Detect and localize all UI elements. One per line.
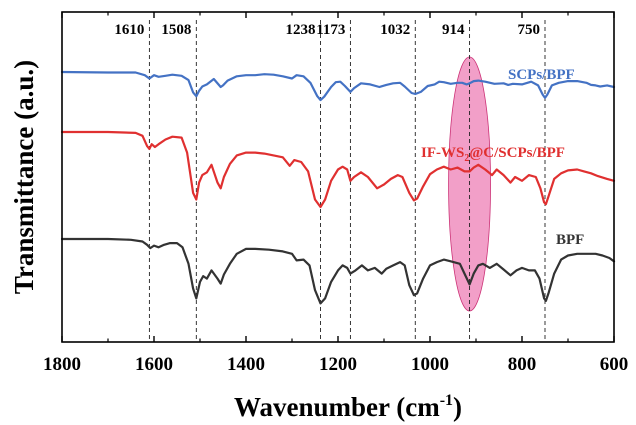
x-tick-label-1400: 1400 [227, 354, 265, 375]
series-label-rest: @C/SCPs/BPF [469, 145, 565, 161]
x-tick-label-1800: 1800 [43, 354, 81, 375]
x-axis-title-close: ) [453, 392, 462, 422]
peak-label-914: 914 [442, 22, 465, 38]
peak-label-1173: 1173 [316, 22, 345, 38]
series-line-0 [60, 70, 616, 102]
peak-label-1032: 1032 [380, 22, 410, 38]
x-tick-label-800: 800 [508, 354, 537, 375]
series-label-scps-bpf: SCPs/BPF [508, 67, 575, 83]
peak-label-1508: 1508 [161, 22, 191, 38]
x-axis-title-sup: -1 [440, 392, 453, 409]
x-tick-label-1200: 1200 [319, 354, 357, 375]
x-tick-label-1600: 1600 [135, 354, 173, 375]
series-label-bpf: BPF [556, 232, 584, 248]
x-axis-title-main: Wavenumber (cm [234, 392, 440, 422]
x-axis-title: Wavenumber (cm-1) [234, 392, 462, 422]
series-label-if-ws2-c-scps-bpf: IF-WS2@C/SCPs/BPF [421, 145, 565, 164]
series-line-2 [60, 237, 616, 305]
series-label-main: IF-WS [421, 145, 464, 161]
plot-frame [61, 11, 615, 343]
x-tick-label-1000: 1000 [411, 354, 449, 375]
y-axis-title: Transmittance (a.u.) [9, 60, 39, 294]
x-tick-label-600: 600 [600, 354, 629, 375]
series-curves [60, 70, 616, 305]
series-line-1 [60, 130, 616, 209]
peak-label-750: 750 [518, 22, 541, 38]
x-ticks: 1800 1600 1400 1200 1000 800 600 [43, 12, 628, 375]
peak-label-1238: 1238 [286, 22, 316, 38]
peak-label-1610: 1610 [114, 22, 144, 38]
series-label-subscript: 2 [464, 153, 469, 164]
